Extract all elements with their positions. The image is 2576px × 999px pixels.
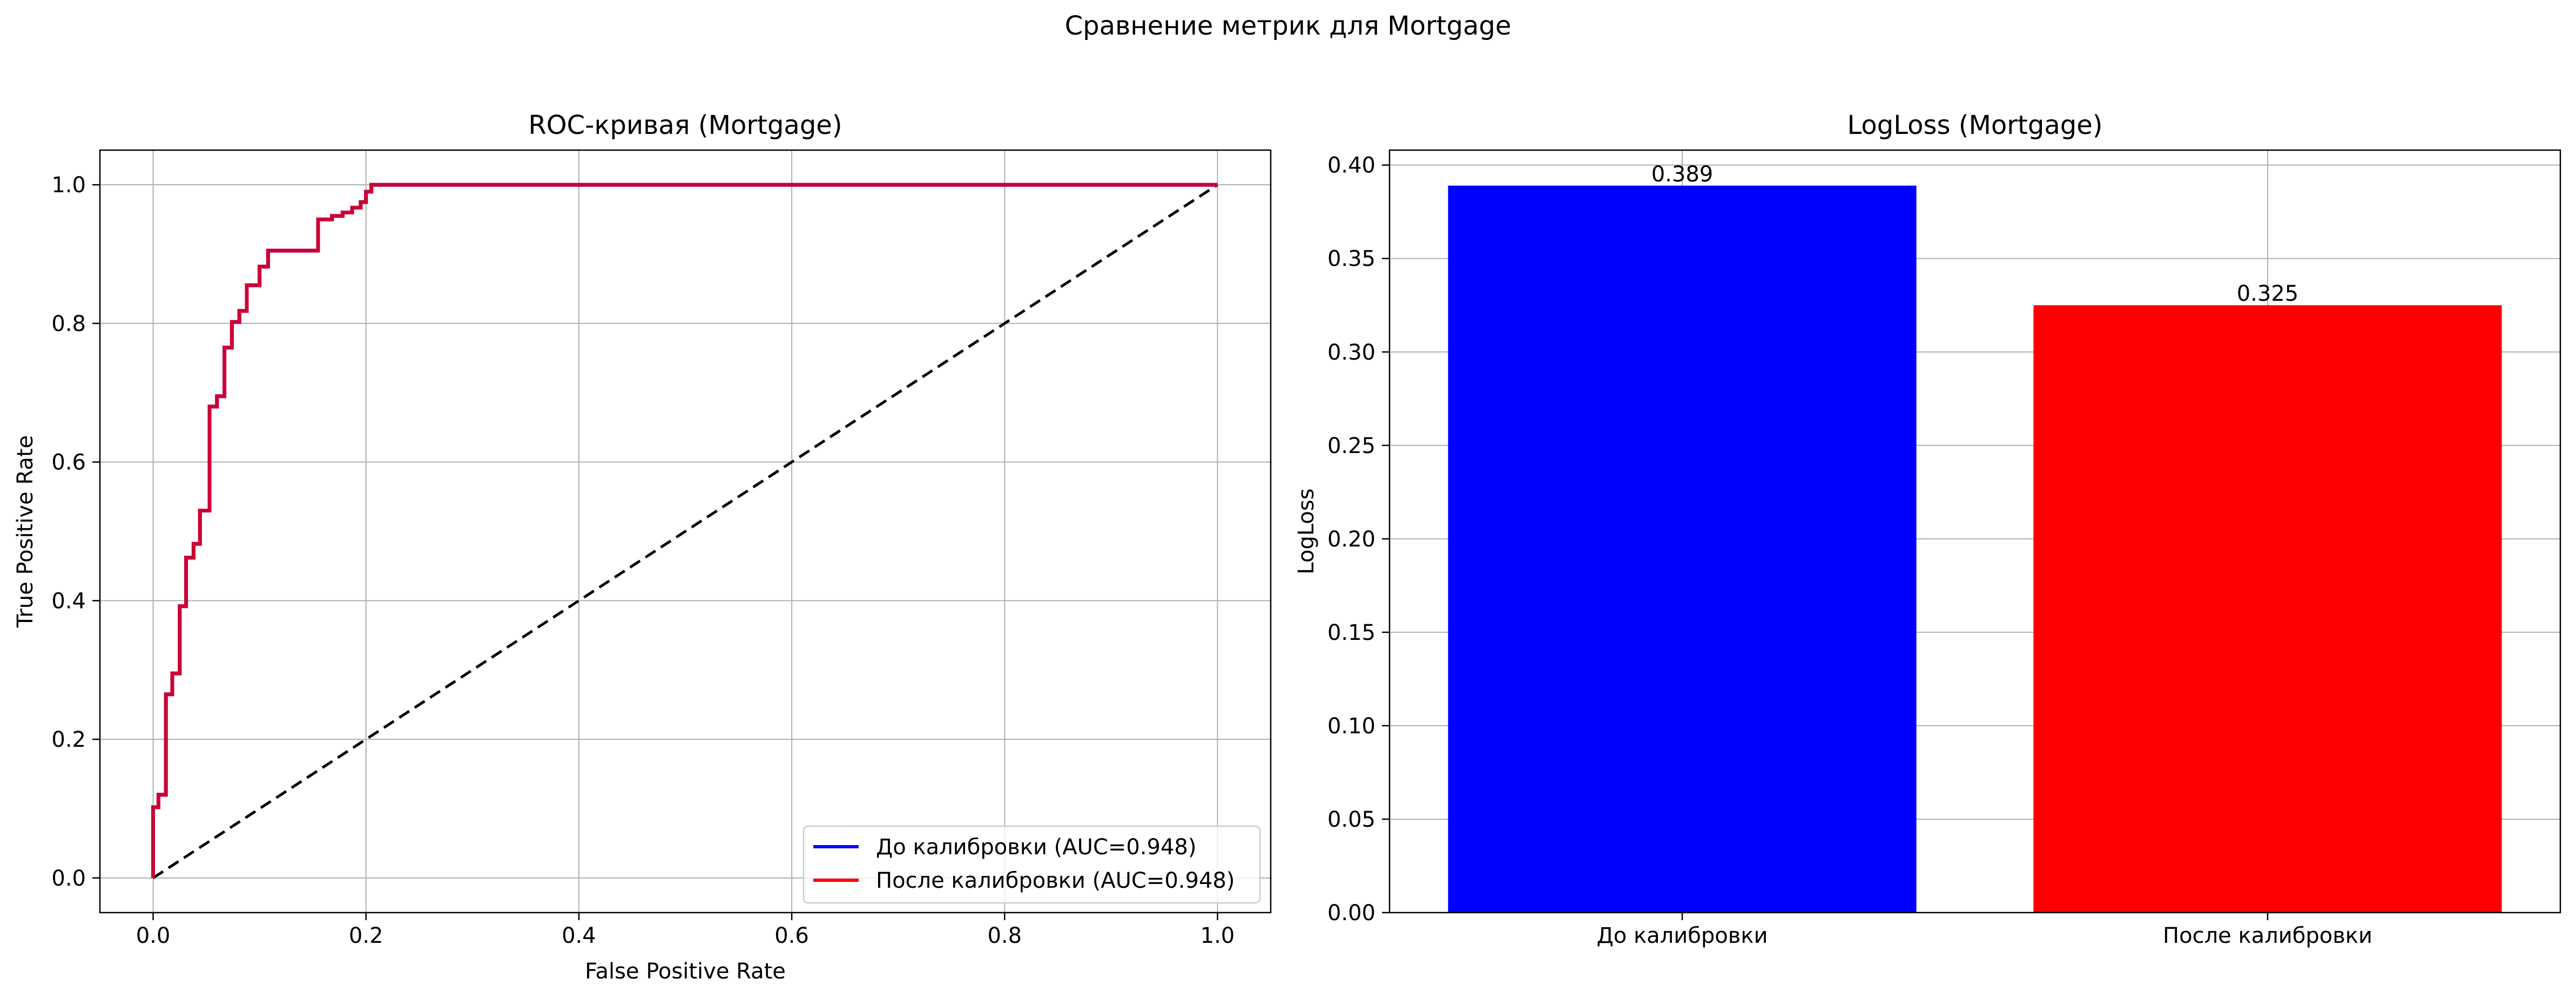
logloss-bars: 0.389 0.325 <box>1448 162 2502 913</box>
roc-gridlines <box>100 150 1271 913</box>
logloss-y-tick-label: 0.40 <box>1327 153 1375 178</box>
roc-x-tick-label: 0.2 <box>349 923 383 948</box>
roc-x-tick-label: 0.0 <box>136 923 171 948</box>
roc-y-tick-label: 0.8 <box>51 312 86 336</box>
roc-y-tick-label: 1.0 <box>51 173 86 198</box>
roc-legend-box <box>803 825 1261 904</box>
logloss-title: LogLoss (Mortgage) <box>1847 110 2103 140</box>
roc-x-tick-label: 1.0 <box>1201 923 1235 948</box>
logloss-axes-frame <box>1388 149 2561 914</box>
logloss-y-tick-label: 0.05 <box>1327 807 1375 832</box>
roc-y-tick-label: 0.6 <box>51 450 86 475</box>
roc-x-axis-label: False Positive Rate <box>585 959 786 984</box>
logloss-x-tick-label: До калибровки <box>1597 923 1768 948</box>
logloss-y-tick-label: 0.00 <box>1327 901 1375 926</box>
figure-suptitle: Сравнение метрик для Mortgage <box>1065 11 1512 41</box>
logloss-y-tick-label: 0.35 <box>1327 247 1375 272</box>
roc-y-tick-label: 0.4 <box>51 589 86 613</box>
roc-reference-line <box>152 184 1218 879</box>
logloss-bar <box>2033 305 2502 913</box>
logloss-y-tick-label: 0.30 <box>1327 340 1375 365</box>
logloss-x-tick-label: После калибровки <box>2163 923 2372 948</box>
roc-legend[interactable]: До калибровки (AUC=0.948) После калибров… <box>803 825 1261 904</box>
roc-axes-frame <box>99 149 1272 914</box>
roc-title: ROC-кривая (Mortgage) <box>528 110 842 140</box>
roc-panel: 0.0 0.2 0.4 0.6 0.8 1.0 0.0 0.2 0.4 0.6 0.8 1.0 RO… <box>13 110 1272 984</box>
roc-curve-after <box>151 183 1218 878</box>
roc-x-tick-label: 0.8 <box>987 923 1022 948</box>
roc-y-ticks: 0.0 0.2 0.4 0.6 0.8 1.0 <box>51 173 100 891</box>
roc-x-tick-label: 0.6 <box>774 923 809 948</box>
logloss-y-tick-label: 0.25 <box>1327 434 1375 458</box>
roc-y-axis-label: True Positive Rate <box>13 435 38 628</box>
logloss-y-tick-label: 0.20 <box>1327 527 1375 552</box>
roc-legend-label-after: После калибровки (AUC=0.948) <box>876 868 1235 893</box>
logloss-y-tick-label: 0.10 <box>1327 714 1375 739</box>
logloss-x-ticks: До калибровки После калибровки <box>1597 913 2372 948</box>
roc-x-ticks: 0.0 0.2 0.4 0.6 0.8 1.0 <box>136 913 1235 948</box>
roc-diagonal-reference <box>152 184 1218 879</box>
roc-series <box>151 183 1218 878</box>
roc-legend-label-before: До калибровки (AUC=0.948) <box>876 835 1196 860</box>
logloss-bar-value-label: 0.389 <box>1651 162 1714 187</box>
logloss-bar <box>1448 185 1917 913</box>
roc-x-tick-label: 0.4 <box>562 923 596 948</box>
roc-y-tick-label: 0.0 <box>51 866 86 891</box>
logloss-y-ticks: 0.00 0.05 0.10 0.15 0.20 0.25 0.30 0.35 0.40 <box>1327 153 1390 926</box>
roc-y-tick-label: 0.2 <box>51 727 86 752</box>
logloss-y-axis-label: LogLoss <box>1294 488 1319 574</box>
logloss-bar-value-label: 0.325 <box>2237 281 2299 306</box>
logloss-panel: 0.389 0.325 До калибровки После калибровки… <box>1294 110 2561 948</box>
logloss-y-tick-label: 0.15 <box>1327 620 1375 645</box>
